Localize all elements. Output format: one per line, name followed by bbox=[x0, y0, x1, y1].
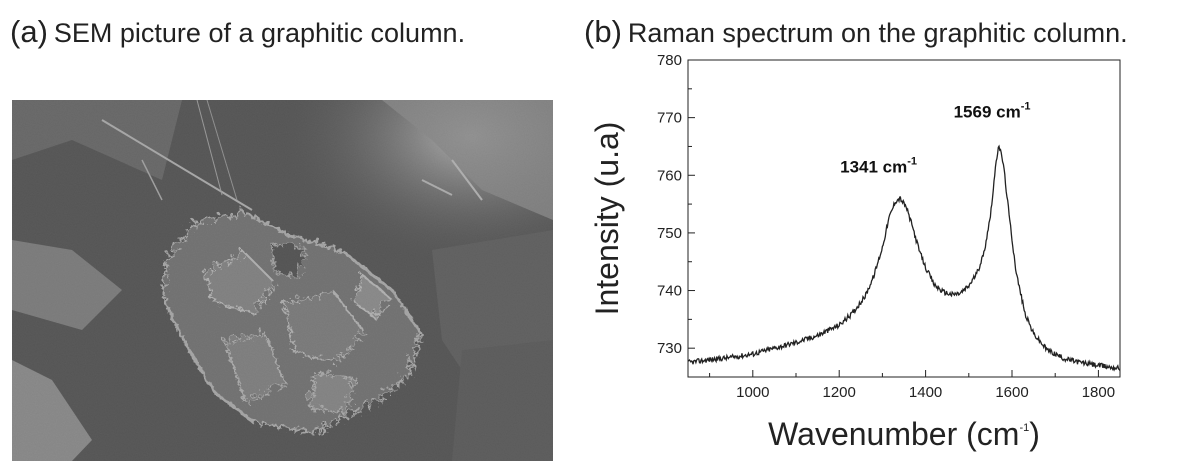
x-tick-label: 1000 bbox=[736, 384, 769, 401]
x-axis-label-suffix: ) bbox=[1029, 416, 1040, 452]
x-tick-label: 1600 bbox=[995, 384, 1028, 401]
panel-b-title: (b) Raman spectrum on the graphitic colum… bbox=[584, 14, 1128, 50]
x-tick-label: 1200 bbox=[823, 384, 856, 401]
peak-label: 1569 cm-1 bbox=[954, 101, 1031, 122]
panel-a-tag: (a) bbox=[10, 14, 48, 49]
panel-b-caption: Raman spectrum on the graphitic column. bbox=[627, 18, 1128, 48]
y-tick-label: 750 bbox=[657, 225, 682, 242]
y-tick-label: 760 bbox=[657, 167, 682, 184]
y-tick-label: 740 bbox=[657, 283, 682, 300]
y-tick-label: 780 bbox=[657, 52, 682, 69]
x-axis: 1000 1200 1400 1600 1800 bbox=[709, 370, 1115, 401]
panel-a-title: (a) SEM picture of a graphitic column. bbox=[10, 14, 465, 50]
y-axis-label: Intensity (u.a) bbox=[589, 122, 625, 316]
x-axis-label-text: Wavenumber (cm bbox=[768, 416, 1019, 452]
peak-label: 1341 cm-1 bbox=[840, 155, 917, 176]
y-tick-label: 730 bbox=[657, 340, 682, 357]
raman-spectrum-line bbox=[687, 144, 1121, 372]
x-tick-label: 1800 bbox=[1082, 384, 1115, 401]
x-tick-label: 1400 bbox=[909, 384, 942, 401]
plot-frame bbox=[687, 59, 1121, 378]
sem-image bbox=[12, 100, 553, 461]
y-axis: 730 740 750 760 770 780 bbox=[657, 52, 695, 357]
panel-a-caption: SEM picture of a graphitic column. bbox=[53, 18, 466, 48]
y-tick-label: 770 bbox=[657, 110, 682, 127]
x-axis-label: Wavenumber (cm-1) bbox=[768, 416, 1040, 452]
panel-b-tag: (b) bbox=[584, 14, 622, 49]
x-axis-label-sup: -1 bbox=[1019, 422, 1029, 434]
